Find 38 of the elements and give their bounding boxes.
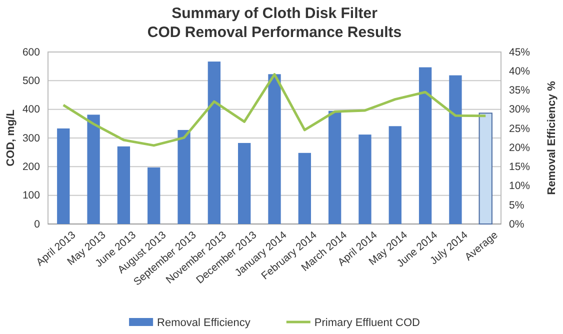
bar (388, 126, 402, 224)
y2-tick-label: 40% (509, 65, 530, 78)
bar (148, 167, 160, 224)
y-tick-label: 300 (22, 132, 40, 144)
legend-label: Primary Effluent COD (314, 317, 420, 329)
bar (87, 114, 100, 224)
y2-tick-label: 45% (509, 46, 530, 58)
bar (328, 110, 342, 224)
y-tick-label: 600 (22, 46, 40, 58)
bar (178, 130, 190, 224)
bar (358, 134, 372, 224)
bar (238, 142, 251, 224)
y-tick-label: 100 (22, 190, 40, 202)
bar (208, 62, 221, 224)
y2-tick-label: 5% (509, 199, 524, 212)
y-axis-title: COD, mg/L (5, 109, 17, 166)
bar (117, 146, 130, 224)
y2-axis-title: Removal Efficiency % (546, 80, 558, 195)
chart-title: Summary of Cloth Disk Filter COD Removal Performance Results (147, 5, 402, 41)
bar (418, 67, 432, 224)
y-tick-label: 500 (22, 75, 40, 88)
y-tick-label: 200 (22, 161, 40, 174)
y2-tick-label: 15% (509, 161, 530, 174)
bar (298, 152, 311, 224)
y-tick-label: 0 (34, 218, 40, 230)
line-series (62, 73, 487, 147)
y2-tick-label: 35% (509, 84, 530, 97)
y2-tick-label: 30% (509, 104, 530, 116)
legend-label: Removal Efficiency (157, 317, 251, 329)
y2-tick-label: 0% (509, 218, 524, 230)
bar (57, 128, 70, 224)
y2-tick-label: 20% (509, 142, 530, 154)
bar (478, 112, 492, 224)
bar (449, 75, 462, 224)
y2-tick-label: 25% (509, 122, 530, 135)
y-tick-label: 400 (22, 104, 40, 116)
y2-tick-label: 10% (509, 180, 530, 192)
bar (268, 74, 281, 224)
